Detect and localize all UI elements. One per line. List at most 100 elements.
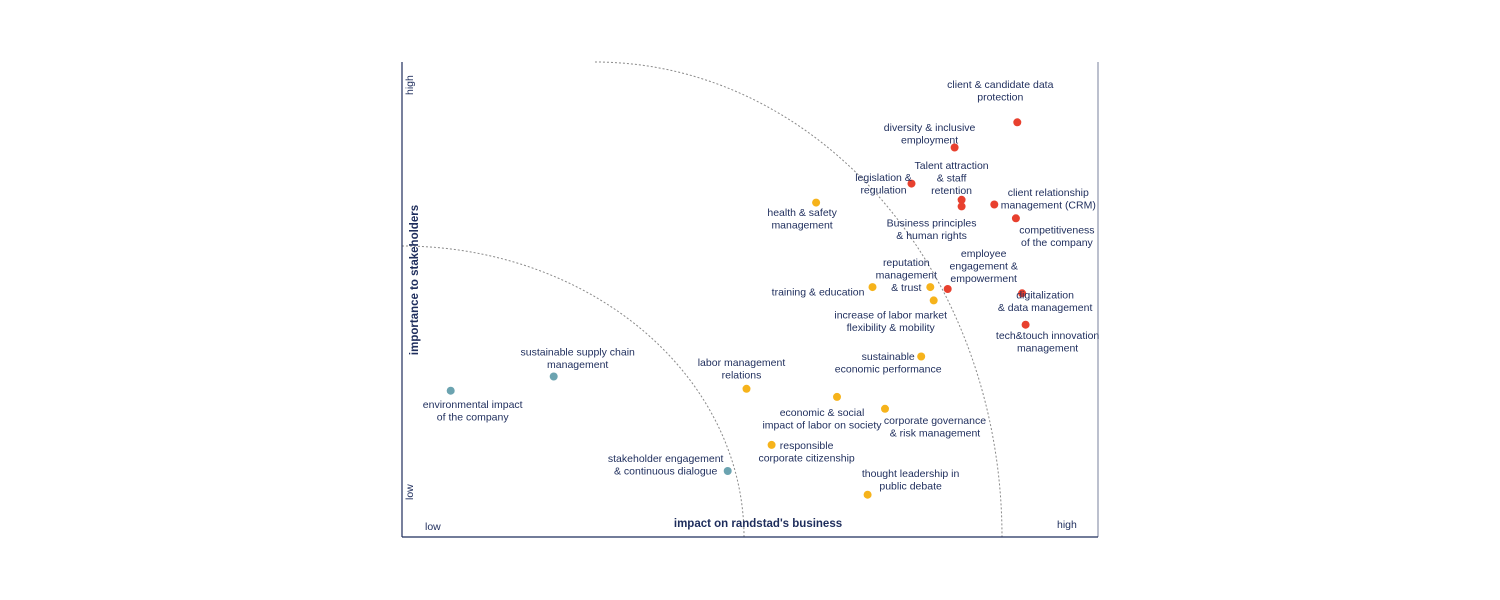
data-point-label-line: of the company — [1021, 237, 1094, 249]
data-point-label: health & safety management — [767, 207, 837, 232]
data-point-label: responsible corporate citizenship — [758, 440, 854, 465]
data-point-label-line: client relationship — [1008, 187, 1089, 199]
data-point-label-line: & risk management — [890, 428, 981, 440]
data-point-label: corporate governance & risk management — [884, 415, 986, 440]
data-point-label-line: corporate citizenship — [758, 453, 854, 465]
data-point-label: sustainable economic performance — [835, 351, 942, 376]
data-point — [943, 285, 952, 293]
data-point-label-line: sustainable — [862, 351, 915, 363]
data-point — [1018, 289, 1027, 298]
data-point-label-line: & continuous dialogue — [614, 466, 717, 478]
data-point-label: diversity & inclusive employment — [884, 122, 976, 147]
data-point — [907, 179, 916, 188]
data-point — [868, 283, 877, 292]
data-point-label-line: & staff — [937, 172, 967, 184]
data-point-label-line: corporate governance — [884, 415, 986, 427]
x-axis-low-label: low — [425, 521, 441, 533]
data-point-label: client & candidate data protection — [947, 79, 1053, 104]
data-point-label-line: flexibility & mobility — [847, 322, 936, 334]
data-point-label-line: protection — [977, 91, 1023, 103]
data-point-label: legislation & regulation — [855, 172, 912, 197]
data-point — [446, 386, 455, 395]
data-point-label-line: management (CRM) — [1001, 199, 1096, 211]
y-axis-high-label: high — [404, 75, 416, 95]
data-point — [926, 283, 935, 292]
data-point-label-line: employee — [961, 248, 1007, 260]
data-point — [990, 200, 999, 209]
data-point-label: Business principles & human rights — [887, 217, 977, 242]
data-point-label: competitiveness of the company — [1019, 225, 1094, 250]
data-point — [742, 384, 751, 393]
data-point — [881, 404, 889, 413]
data-point — [723, 467, 732, 475]
data-point-label: increase of labor market flexibility & mo… — [834, 310, 947, 335]
data-point-label: environmental impact of the company — [423, 399, 523, 424]
data-point-label-line: Talent attraction — [915, 160, 989, 172]
data-point-label-line: tech&touch innovation — [996, 330, 1099, 342]
data-point-label-line: thought leadership in — [862, 468, 960, 480]
data-point — [1021, 320, 1030, 329]
data-point-label-line: client & candidate data — [947, 79, 1053, 91]
data-point-label-line: training & education — [772, 287, 865, 299]
data-point-label-line: of the company — [437, 411, 510, 423]
data-point — [833, 392, 841, 401]
data-point-label-line: retention — [931, 185, 972, 197]
data-point-label-line: labor management — [698, 357, 786, 369]
data-point-label-line: diversity & inclusive — [884, 122, 976, 134]
inner-threshold-arc — [401, 245, 745, 538]
data-point-label-line: impact of labor on society — [762, 420, 882, 432]
data-point-label: stakeholder engagement & continuous dialo… — [608, 453, 724, 478]
data-point-label-line: economic & social — [780, 407, 865, 419]
data-point — [929, 296, 938, 305]
data-point-label: tech&touch innovation management — [996, 330, 1099, 355]
data-point — [1011, 214, 1020, 223]
chart-arcs — [401, 61, 1003, 538]
data-point — [549, 372, 558, 381]
chart-axes — [401, 62, 1099, 538]
data-point-label-line: management — [1017, 342, 1078, 354]
data-point-label-line: employment — [901, 135, 958, 147]
data-point-label: sustainable supply chain management — [520, 347, 635, 372]
data-point-label-line: & trust — [891, 282, 921, 294]
data-point — [917, 352, 926, 361]
data-point-label-line: legislation & — [855, 172, 912, 184]
data-point-label: labor management relations — [698, 357, 786, 382]
data-point-label-line: stakeholder engagement — [608, 453, 724, 465]
data-point — [1013, 118, 1022, 127]
data-point-label: thought leadership in public debate — [862, 468, 960, 493]
x-axis-high-label: high — [1057, 519, 1077, 531]
data-point — [957, 202, 966, 211]
data-point-label-line: increase of labor market — [834, 310, 947, 322]
data-point — [957, 195, 966, 204]
data-point — [950, 143, 959, 152]
data-point-label-line: sustainable supply chain — [520, 347, 635, 359]
y-axis-title: importance to stakeholders — [409, 205, 421, 355]
data-point — [863, 490, 872, 499]
data-point-label: client relationship management (CRM) — [1001, 187, 1096, 212]
outer-threshold-arc — [594, 61, 1003, 538]
y-axis-low-label: low — [404, 484, 416, 500]
data-point-label-line: responsible — [780, 440, 834, 452]
data-point-label-line: health & safety — [767, 207, 837, 219]
data-point-label: training & education — [772, 287, 865, 299]
data-point — [812, 198, 821, 207]
chart-marks: client & candidate data protection diversi… — [423, 79, 1099, 499]
data-point-label-line: management — [771, 219, 832, 231]
data-point-label: employee engagement & empowerment — [950, 248, 1018, 285]
data-point-label-line: Business principles — [887, 217, 977, 229]
data-point-label-line: & data management — [998, 302, 1093, 314]
data-point — [767, 440, 776, 449]
data-point-label-line: environmental impact — [423, 399, 523, 411]
data-point-label-line: engagement & — [950, 261, 1018, 273]
data-point-label: Talent attraction & staff retention — [915, 160, 989, 197]
data-point-label-line: public debate — [879, 481, 942, 493]
data-point-label-line: reputation — [883, 257, 930, 269]
data-point-label-line: empowerment — [950, 273, 1017, 285]
data-point-label-line: management — [547, 359, 608, 371]
axis-labels: impact on randstad's business importance… — [404, 75, 1077, 533]
x-axis-title: impact on randstad's business — [674, 518, 842, 530]
data-point-label-line: regulation — [860, 184, 906, 196]
data-point-label-line: digitalization — [1016, 290, 1074, 302]
data-point-label: economic & social impact of labor on soci… — [762, 407, 882, 432]
data-point-label: digitalization & data management — [998, 290, 1093, 315]
